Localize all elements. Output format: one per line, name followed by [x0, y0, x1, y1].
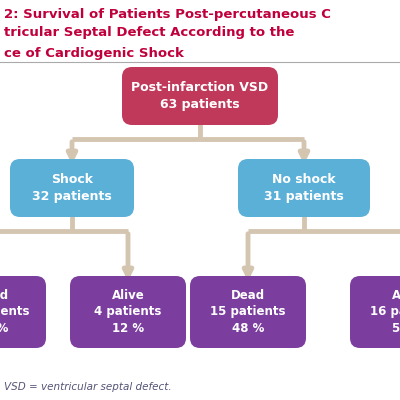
Text: No shock
31 patients: No shock 31 patients [264, 173, 344, 203]
FancyBboxPatch shape [350, 276, 400, 348]
FancyBboxPatch shape [238, 159, 370, 217]
FancyBboxPatch shape [190, 276, 306, 348]
Text: Post-infarction VSD
63 patients: Post-infarction VSD 63 patients [132, 81, 268, 111]
FancyBboxPatch shape [0, 276, 46, 348]
Text: Dead
28 patients
88 %: Dead 28 patients 88 % [0, 289, 30, 335]
Text: ce of Cardiogenic Shock: ce of Cardiogenic Shock [4, 47, 184, 60]
Text: Shock
32 patients: Shock 32 patients [32, 173, 112, 203]
Text: 2: Survival of Patients Post-percutaneous C: 2: Survival of Patients Post-percutaneou… [4, 8, 331, 21]
Text: tricular Septal Defect According to the: tricular Septal Defect According to the [4, 26, 294, 39]
Text: Alive
16 patients
52 %: Alive 16 patients 52 % [370, 289, 400, 335]
FancyBboxPatch shape [70, 276, 186, 348]
FancyBboxPatch shape [10, 159, 134, 217]
Text: Alive
4 patients
12 %: Alive 4 patients 12 % [94, 289, 162, 335]
Text: VSD = ventricular septal defect.: VSD = ventricular septal defect. [4, 382, 172, 392]
Text: Dead
15 patients
48 %: Dead 15 patients 48 % [210, 289, 286, 335]
FancyBboxPatch shape [122, 67, 278, 125]
